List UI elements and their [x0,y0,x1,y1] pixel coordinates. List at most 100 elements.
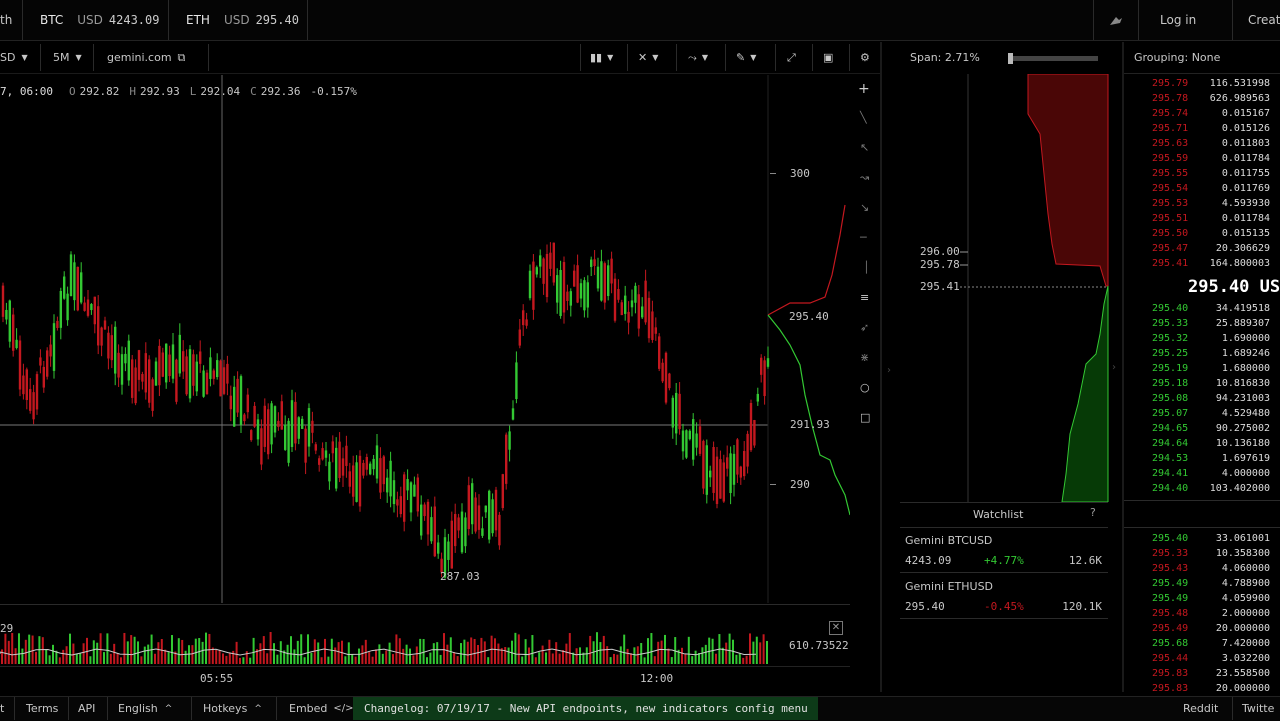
ask-row[interactable]: 295.71 0.015126 [1130,123,1270,138]
twitter-link[interactable]: Twitte [1242,697,1274,720]
span-slider[interactable] [1008,53,1098,64]
ask-row[interactable]: 295.78 626.989563 [1130,93,1270,108]
ask-row[interactable]: 295.41 164.800003 [1130,258,1270,273]
panel-divider[interactable] [1122,42,1124,692]
grouping-select[interactable]: Grouping: None [1134,51,1220,64]
login-button[interactable]: Log in [1160,0,1196,40]
ask-row[interactable]: 295.79 116.531998 [1130,78,1270,93]
divider [580,44,581,71]
hline-tool-icon[interactable]: ─ [860,231,867,244]
cursor-tool-icon[interactable]: ➶ [860,321,870,334]
crosshair-button[interactable]: ✕ ▼ [638,42,658,73]
trade-row[interactable]: 295.40 33.061001 [1130,533,1270,548]
circle-tool-icon[interactable]: ○ [860,381,870,394]
nav-fragment[interactable]: th [0,0,14,40]
ask-row[interactable]: 295.63 0.011803 [1130,138,1270,153]
bid-row[interactable]: 295.18 10.816830 [1130,378,1270,393]
curve-tool-icon[interactable]: ↝ [860,171,870,184]
trade-row[interactable]: 295.33 10.358300 [1130,548,1270,563]
bid-row[interactable]: 295.40 34.419518 [1130,303,1270,318]
exchange-link[interactable]: gemini.com ⧉ [107,42,185,73]
reddit-link[interactable]: Reddit [1183,697,1218,720]
bid-row[interactable]: 294.40 103.402000 [1130,483,1270,498]
help-icon[interactable]: ? [1090,506,1096,519]
bid-row[interactable]: 295.25 1.689246 [1130,348,1270,363]
bid-row[interactable]: 295.08 94.231003 [1130,393,1270,408]
price: 295.63 [1152,138,1189,149]
trade-row[interactable]: 295.49 4.059900 [1130,593,1270,608]
trade-row[interactable]: 295.43 4.060000 [1130,563,1270,578]
changelog-banner[interactable]: Changelog: 07/19/17 - New API endpoints,… [353,697,818,720]
bid-row[interactable]: 295.33 25.889307 [1130,318,1270,333]
fib-tool-icon[interactable]: ⋇ [860,351,870,364]
trade-row[interactable]: 295.48 2.000000 [1130,608,1270,623]
chevron-down-icon: ▼ [652,53,659,62]
collapse-right-icon[interactable]: › [1112,362,1116,373]
slider-handle[interactable] [1008,53,1013,64]
volume-bar [545,652,547,664]
fullscreen-button[interactable]: ⤢ [787,42,796,73]
trade-row[interactable]: 295.83 23.558500 [1130,668,1270,683]
embed-link[interactable]: Embed </> [289,697,354,720]
candlestick-chart[interactable] [0,75,850,605]
screenshot-button[interactable]: ▣ [823,42,833,73]
volume-bar [327,656,330,664]
create-account-button[interactable]: Creat [1248,0,1280,40]
chart-type-button[interactable]: ▮▮ ▼ [590,42,613,73]
candle-body [199,351,202,364]
trade-row[interactable]: 295.49 20.000000 [1130,623,1270,638]
close-volume-icon[interactable]: ✕ [829,621,843,635]
ask-row[interactable]: 295.74 0.015167 [1130,108,1270,123]
bid-row[interactable]: 294.41 4.000000 [1130,468,1270,483]
ask-row[interactable]: 295.53 4.593930 [1130,198,1270,213]
watchlist-item[interactable]: Gemini BTCUSD 4243.09 +4.77% 12.6K [900,528,1108,573]
watchlist-item[interactable]: Gemini ETHUSD 295.40 -0.45% 120.1K [900,574,1108,619]
bid-row[interactable]: 294.65 90.275002 [1130,423,1270,438]
ask-row[interactable]: 295.59 0.011784 [1130,153,1270,168]
candle-body [175,359,178,402]
volume-bar [426,657,428,664]
ask-row[interactable]: 295.55 0.011755 [1130,168,1270,183]
menu-icon[interactable]: ≡ [860,291,870,304]
vline-tool-icon[interactable]: │ [863,261,870,274]
bid-row[interactable]: 294.64 10.136180 [1130,438,1270,453]
collapse-left-icon[interactable]: › [887,365,891,376]
language-select[interactable]: English ^ [118,697,172,720]
ask-row[interactable]: 295.47 20.306629 [1130,243,1270,258]
arrow-tool-icon[interactable]: ↖ [860,141,870,154]
hotkeys-menu[interactable]: Hotkeys ^ [203,697,262,720]
ask-row[interactable]: 295.51 0.011784 [1130,213,1270,228]
candle-body [651,311,654,340]
api-link[interactable]: API [78,697,95,720]
ask-row[interactable]: 295.50 0.015135 [1130,228,1270,243]
trade-row[interactable]: 295.49 4.788900 [1130,578,1270,593]
chart-settings-button[interactable]: ⚙ [860,42,870,73]
rect-tool-icon[interactable]: □ [860,411,871,424]
terms-link[interactable]: Terms [26,697,58,720]
currency-select[interactable]: SD ▼ [0,42,28,73]
line-tool-icon[interactable]: ╲ [860,111,867,124]
indicators-button[interactable]: ⤳ ▼ [688,42,708,73]
trade-row[interactable]: 295.44 3.032200 [1130,653,1270,668]
bid-row[interactable]: 295.07 4.529480 [1130,408,1270,423]
candle-body [389,460,392,497]
bid-row[interactable]: 294.53 1.697619 [1130,453,1270,468]
divider [1093,0,1094,40]
ticker-eth[interactable]: ETH USD 295.40 [186,0,299,40]
settings-toggle-icon[interactable] [1108,0,1128,40]
panel-divider[interactable] [880,42,882,692]
footer-link[interactable]: t [0,697,4,720]
draw-button[interactable]: ✎ ▼ [736,42,756,73]
volume-bar [307,634,309,664]
bid-row[interactable]: 295.19 1.680000 [1130,363,1270,378]
candle-body [593,259,596,266]
ticker-btc[interactable]: BTC USD 4243.09 [40,0,159,40]
bid-row[interactable]: 295.32 1.690000 [1130,333,1270,348]
interval-select[interactable]: 5M ▼ [53,42,82,73]
ray-tool-icon[interactable]: ↘ [860,201,870,214]
candle-body [52,323,56,371]
plus-icon[interactable]: + [858,81,870,97]
ask-row[interactable]: 295.54 0.011769 [1130,183,1270,198]
trade-row[interactable]: 295.68 7.420000 [1130,638,1270,653]
trade-row[interactable]: 295.83 20.000000 [1130,683,1270,698]
